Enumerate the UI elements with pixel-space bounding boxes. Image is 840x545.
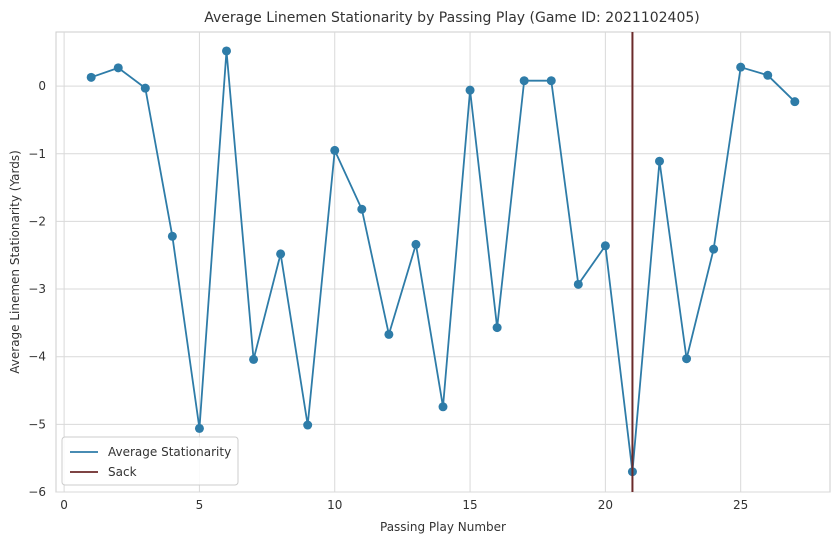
data-point: [249, 354, 259, 364]
legend-label-sack: Sack: [108, 465, 137, 479]
chart-title: Average Linemen Stationarity by Passing …: [204, 10, 699, 26]
x-tick-label: 25: [733, 498, 748, 512]
legend: Average Stationarity Sack: [61, 436, 239, 486]
data-point: [140, 83, 150, 93]
data-point: [682, 354, 692, 364]
y-tick-label: −6: [28, 485, 46, 499]
data-point: [411, 239, 421, 249]
data-point: [113, 63, 123, 73]
data-point: [357, 204, 367, 214]
data-point: [790, 97, 800, 107]
y-tick-label: −1: [28, 147, 46, 161]
data-point: [194, 423, 204, 433]
data-point: [303, 420, 313, 430]
data-point: [384, 329, 394, 339]
x-tick-label: 20: [598, 498, 613, 512]
data-point: [276, 249, 286, 259]
grid: [56, 32, 830, 493]
data-point: [546, 76, 556, 86]
y-tick-label: 0: [38, 79, 46, 93]
x-axis-label: Passing Play Number: [380, 520, 506, 534]
y-tick-label: −2: [28, 214, 46, 228]
x-tick-label: 10: [327, 498, 342, 512]
y-tick-label: −4: [28, 350, 46, 364]
data-point: [86, 72, 96, 82]
data-point: [519, 76, 529, 86]
series: [86, 32, 800, 492]
tick-labels: 0 5 10 15 20 25 0 −1 −2 −3 −4 −5 −6: [28, 79, 748, 512]
data-point: [763, 70, 773, 80]
y-tick-label: −3: [28, 282, 46, 296]
legend-label-average-stationarity: Average Stationarity: [108, 445, 231, 459]
data-point: [655, 156, 665, 166]
data-point: [736, 62, 746, 72]
data-point: [330, 145, 340, 155]
data-point: [221, 46, 231, 56]
data-point: [167, 231, 177, 241]
plot-area: [55, 31, 831, 493]
data-point: [465, 85, 475, 95]
y-tick-label: −5: [28, 417, 46, 431]
data-point: [709, 244, 719, 254]
data-point: [573, 279, 583, 289]
data-point: [492, 323, 502, 333]
legend-box: [61, 436, 239, 486]
x-tick-label: 15: [462, 498, 477, 512]
data-point: [438, 402, 448, 412]
y-axis-label: Average Linemen Stationarity (Yards): [8, 150, 22, 373]
data-point: [600, 241, 610, 251]
x-tick-label: 0: [60, 498, 68, 512]
x-tick-label: 5: [196, 498, 204, 512]
